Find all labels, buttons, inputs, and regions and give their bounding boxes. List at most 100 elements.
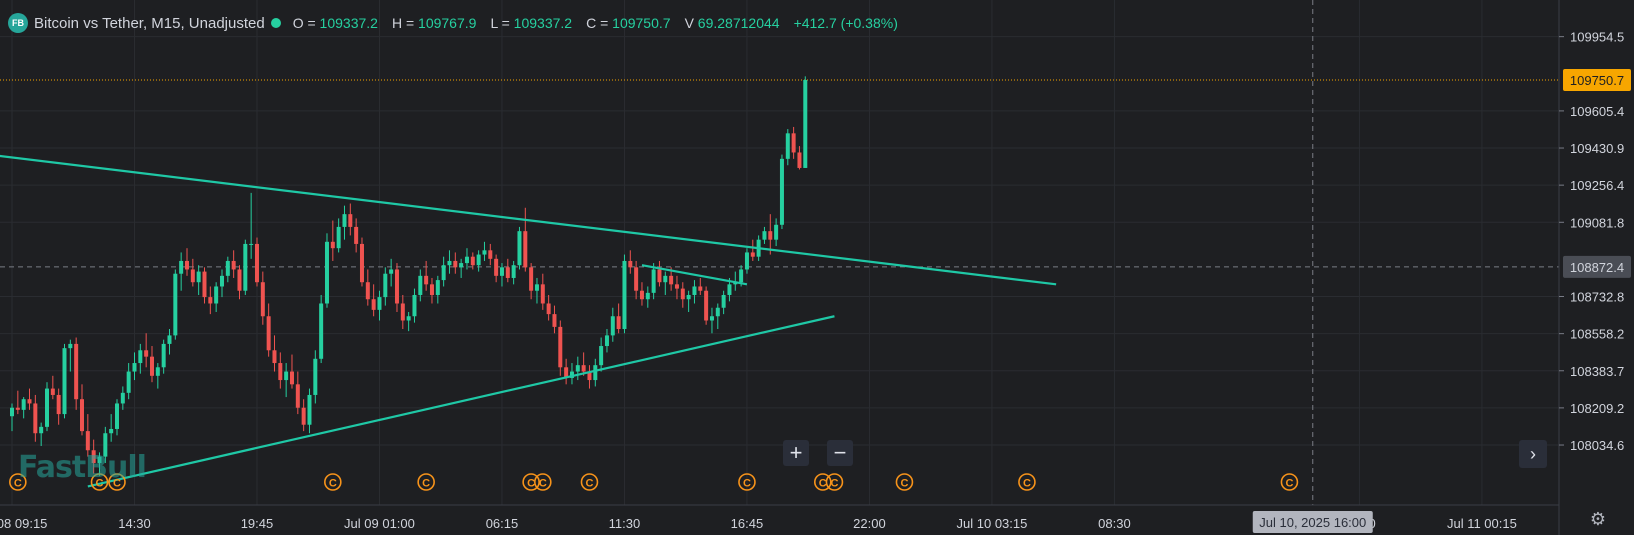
candle-body (569, 371, 574, 378)
candle-body (412, 294, 417, 317)
candle-body (342, 214, 347, 227)
candle-body (634, 267, 639, 291)
candle-body (424, 275, 429, 285)
candle-body (196, 271, 201, 283)
candle-body (184, 260, 189, 270)
candle-body (371, 299, 376, 310)
candle-body (464, 256, 469, 264)
candle-body (249, 243, 254, 245)
candle-body (558, 326, 563, 368)
price-change: +412.7 (+0.38%) (793, 15, 898, 31)
candle-body (768, 231, 773, 240)
candle-body (44, 388, 49, 427)
candle-body (109, 428, 114, 434)
candle-body (50, 388, 55, 395)
candle-body (138, 350, 143, 364)
candle-body (260, 282, 265, 317)
last-price-label-bg (1563, 69, 1631, 91)
candle-body (243, 243, 248, 291)
candle-body (575, 365, 580, 372)
candle-body (639, 290, 644, 300)
trendline-lower-support (87, 315, 835, 488)
event-marker-icon: C (9, 473, 27, 491)
candle-body (435, 280, 440, 295)
candle-body (628, 260, 633, 268)
event-marker-icon: C (324, 473, 342, 491)
candle-body (750, 252, 755, 257)
trendline-upper-resistance (0, 154, 1057, 286)
candle-body (529, 267, 534, 291)
candle-body (179, 260, 184, 274)
candle-body (21, 399, 26, 410)
candle-body (190, 269, 195, 283)
svg-text:C: C (329, 478, 337, 490)
event-marker-icon: C (825, 473, 844, 491)
zoom-in-button[interactable]: + (783, 440, 809, 466)
time-tick-label: Jul 11 00:15 (1447, 516, 1517, 531)
candle-body (739, 269, 744, 283)
candle-body (202, 271, 207, 298)
svg-text:C: C (585, 478, 593, 490)
candle-body (167, 335, 172, 344)
ohlc-close: C = 109750.7 (586, 15, 671, 31)
event-marker-icon: C (108, 473, 126, 491)
candle-body (727, 284, 732, 295)
candle-body (389, 269, 394, 274)
candle-body (657, 269, 662, 283)
candle-body (651, 269, 656, 293)
candle-body (79, 399, 84, 432)
time-tick-label: 16:45 (731, 516, 764, 531)
time-tick-label: 06:15 (486, 516, 519, 531)
svg-text:C: C (422, 478, 430, 490)
candle-body (698, 286, 703, 291)
candle-body (85, 431, 90, 451)
candle-body (214, 286, 219, 304)
svg-text:C: C (819, 478, 827, 490)
svg-text:C: C (14, 478, 22, 490)
chart-header: FB Bitcoin vs Tether, M15, Unadjusted O … (8, 12, 898, 34)
candle-body (161, 343, 166, 368)
time-tick-label: 14:30 (118, 516, 151, 531)
candle-body (295, 384, 300, 408)
candle-body (324, 241, 329, 304)
candle-body (488, 250, 493, 259)
candle-body (534, 284, 539, 291)
ohlc-readout: O = 109337.2 H = 109767.9 L = 109337.2 C… (293, 15, 898, 31)
event-marker-icon: C (895, 473, 914, 491)
price-tick-label: 108383.7 (1570, 364, 1624, 379)
candle-body (593, 365, 598, 381)
candle-body (56, 394, 61, 415)
candle-body (774, 224, 779, 240)
candle-body (289, 371, 294, 385)
candle-body (429, 284, 434, 295)
candle-body (39, 426, 44, 434)
svg-text:C: C (900, 478, 908, 490)
candle-body (114, 403, 119, 429)
ohlc-low: L = 109337.2 (490, 15, 573, 31)
candle-body (120, 392, 125, 404)
candle-body (785, 133, 790, 159)
candle-body (319, 303, 324, 359)
time-tick-label: 22:00 (853, 516, 886, 531)
event-marker-icon: C (90, 473, 109, 491)
ohlc-open: O = 109337.2 (292, 15, 378, 31)
candle-body (354, 226, 359, 244)
candle-body (225, 260, 230, 276)
candle-body (313, 358, 318, 395)
last-price-label: 109750.7 (1570, 73, 1624, 88)
scroll-right-button[interactable]: › (1519, 440, 1547, 468)
event-marker-icon: C (1280, 473, 1299, 491)
candle-body (453, 260, 458, 268)
zoom-out-button[interactable]: − (827, 440, 853, 466)
candle-body (721, 294, 726, 308)
candle-body (663, 275, 668, 283)
candle-body (155, 367, 160, 376)
candle-body (132, 363, 137, 372)
candle-body (307, 394, 312, 425)
svg-text:C: C (743, 478, 751, 490)
gear-icon[interactable]: ⚙ (1589, 509, 1607, 529)
event-marker-icon: C (534, 473, 552, 491)
candle-body (359, 243, 364, 283)
candle-body (564, 367, 569, 378)
